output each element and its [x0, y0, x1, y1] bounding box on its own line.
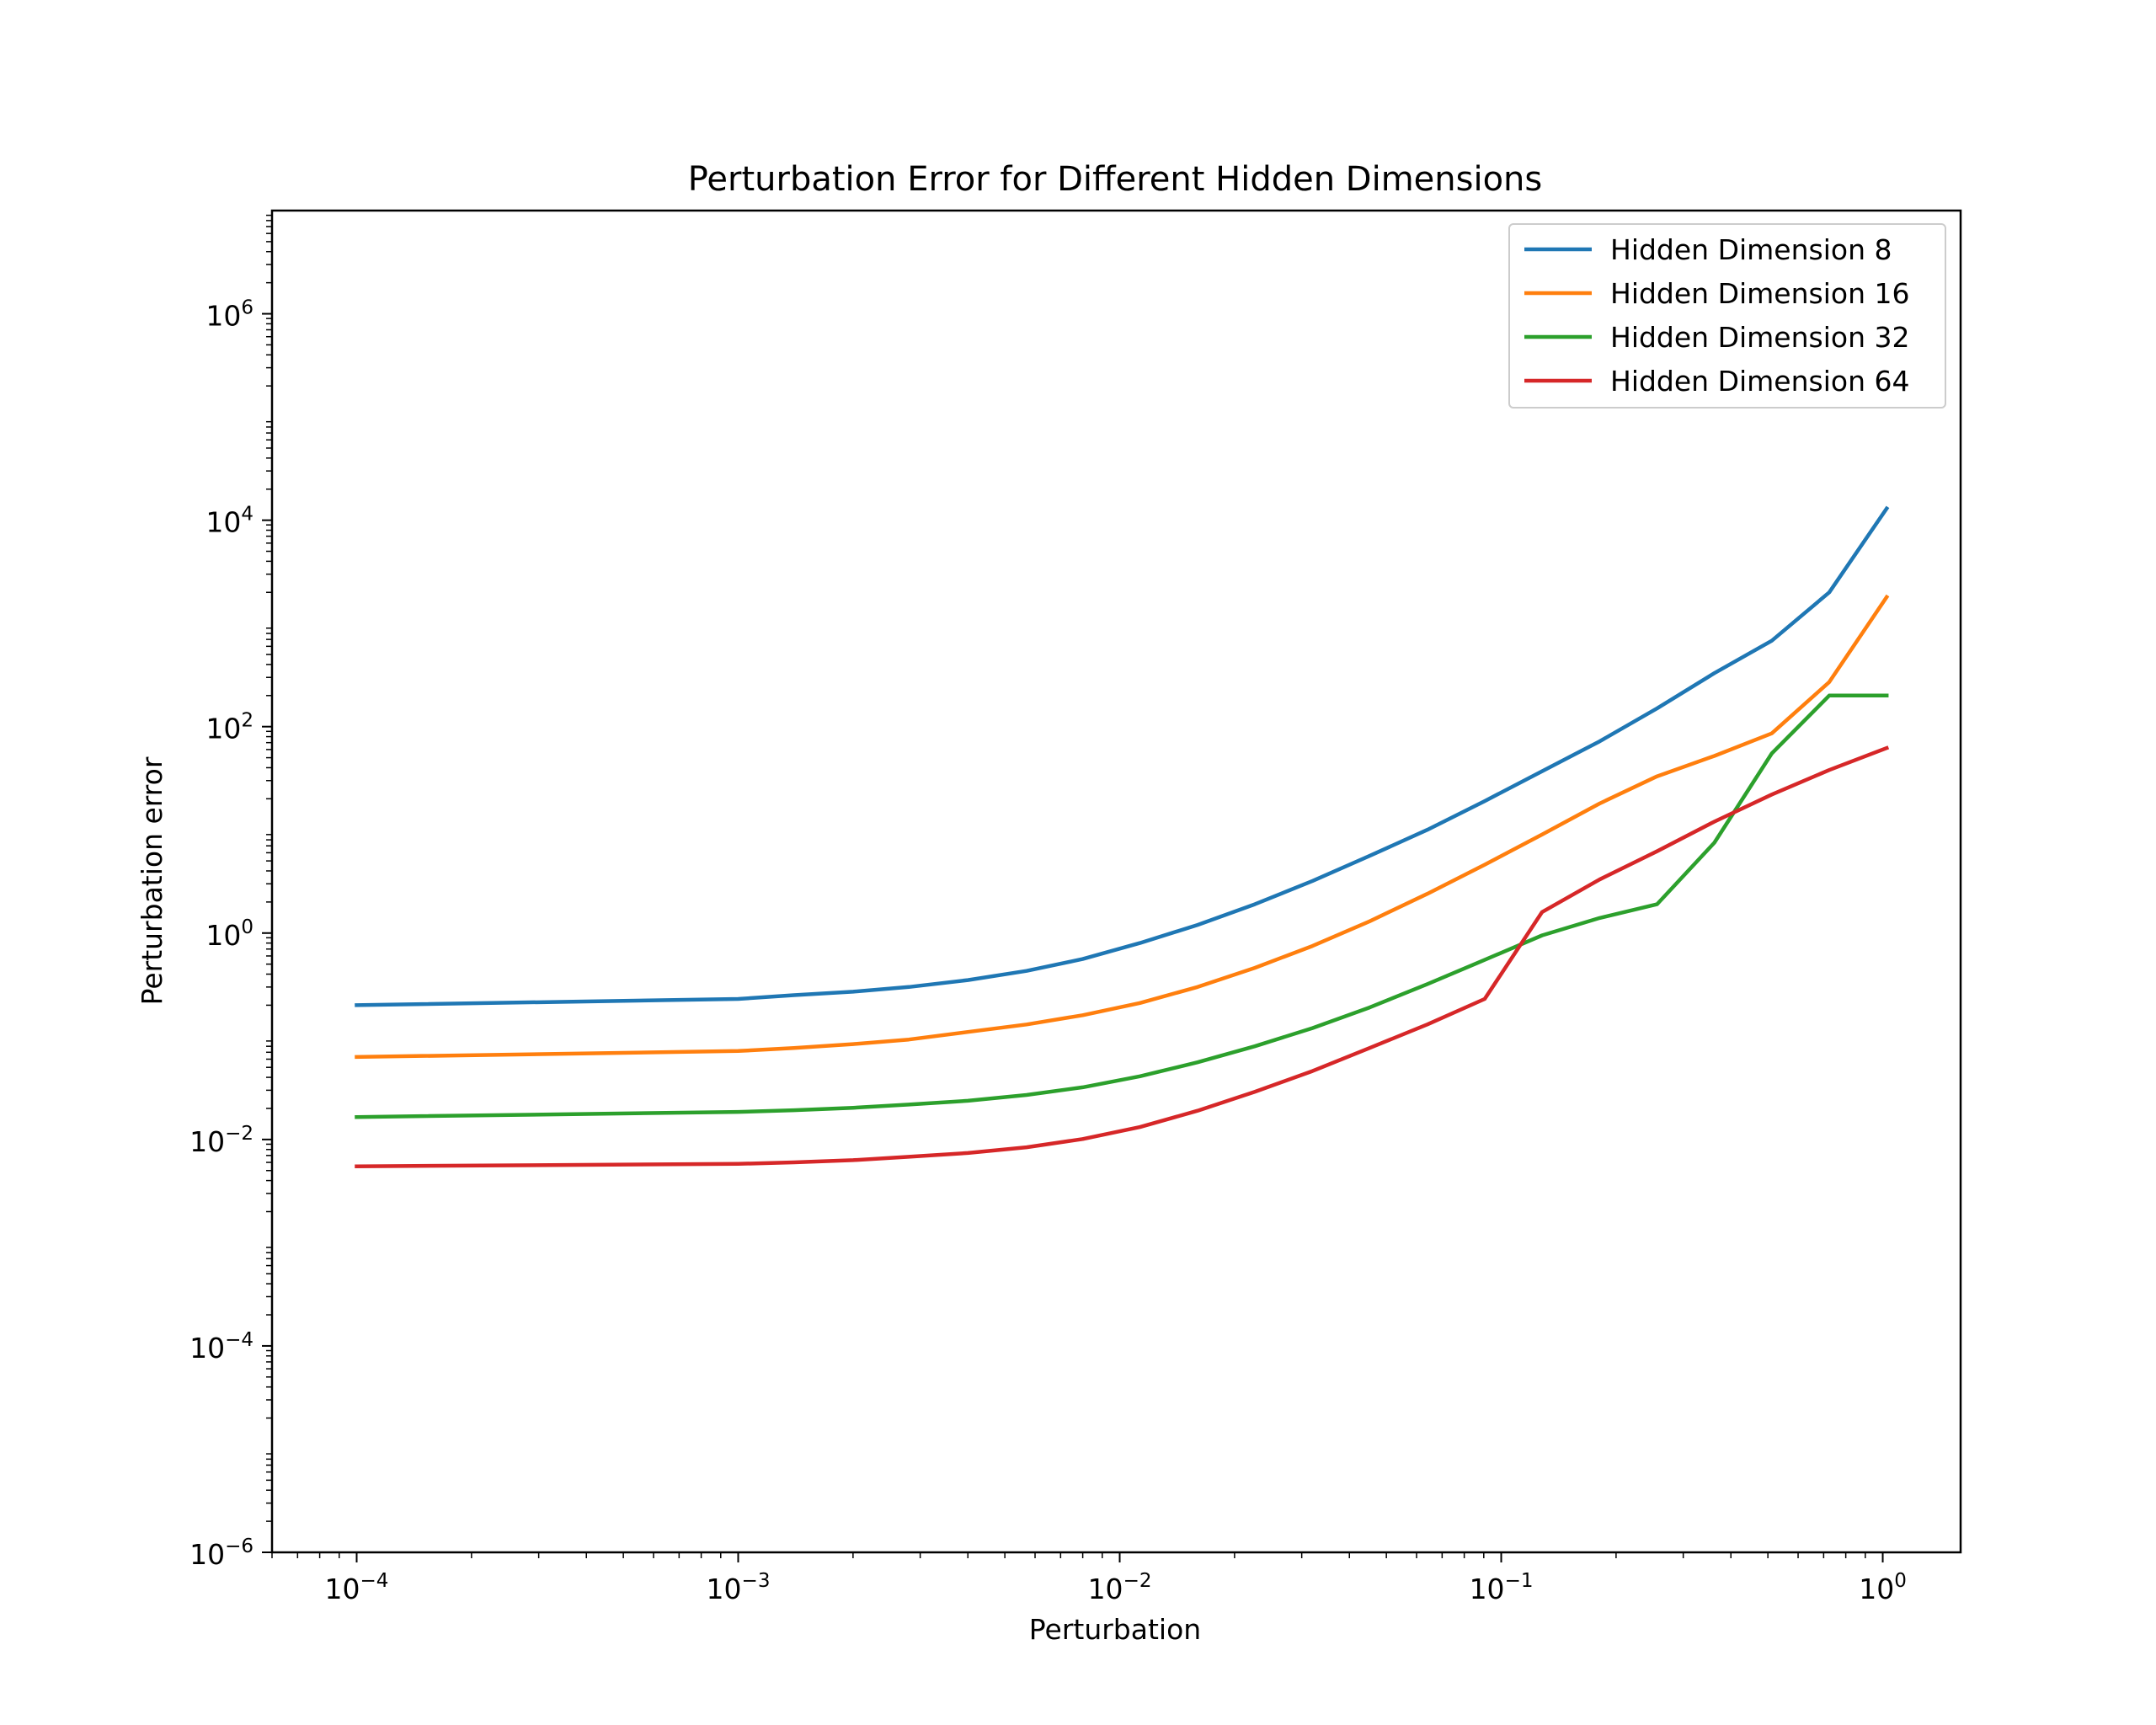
legend-label-4: Hidden Dimension 64 [1610, 365, 1909, 398]
plot-area-frame [270, 209, 1962, 1554]
legend-box [1508, 223, 1946, 409]
series-line-4 [355, 745, 1890, 1168]
legend-label-1: Hidden Dimension 8 [1610, 233, 1892, 266]
chart-title: Perturbation Error for Different Hidden … [688, 160, 1543, 199]
legend-label-2: Hidden Dimension 16 [1610, 277, 1909, 310]
x-tick-label: 10−2 [1088, 1570, 1152, 1605]
x-tick-label: 10−3 [707, 1570, 771, 1605]
x-axis-label: Perturbation [1029, 1613, 1201, 1646]
y-tick-label: 104 [205, 504, 253, 539]
y-tick-label: 100 [205, 916, 253, 952]
x-tick-label: 100 [1859, 1570, 1907, 1605]
series-line-3 [355, 693, 1889, 1119]
y-tick-label: 10−2 [189, 1123, 253, 1158]
series-lines [355, 505, 1890, 1168]
x-tick-label: 10−4 [325, 1570, 389, 1605]
series-line-1 [355, 505, 1890, 1007]
y-tick-label: 10−6 [189, 1535, 253, 1571]
y-axis-label: Perturbation error [136, 756, 168, 1005]
series-line-2 [355, 594, 1890, 1060]
y-axis: 10−6 10−4 10−2 100 102 104 106 [189, 214, 272, 1571]
legend: Hidden Dimension 8 Hidden Dimension 16 Hid… [1508, 223, 1946, 409]
y-tick-label: 102 [205, 710, 253, 745]
x-axis: 10−4 10−3 10−2 10−1 100 [271, 1552, 1907, 1605]
legend-label-3: Hidden Dimension 32 [1610, 321, 1909, 354]
y-tick-label: 10−4 [189, 1329, 253, 1365]
y-tick-label: 106 [205, 297, 253, 333]
x-tick-label: 10−1 [1470, 1570, 1534, 1605]
